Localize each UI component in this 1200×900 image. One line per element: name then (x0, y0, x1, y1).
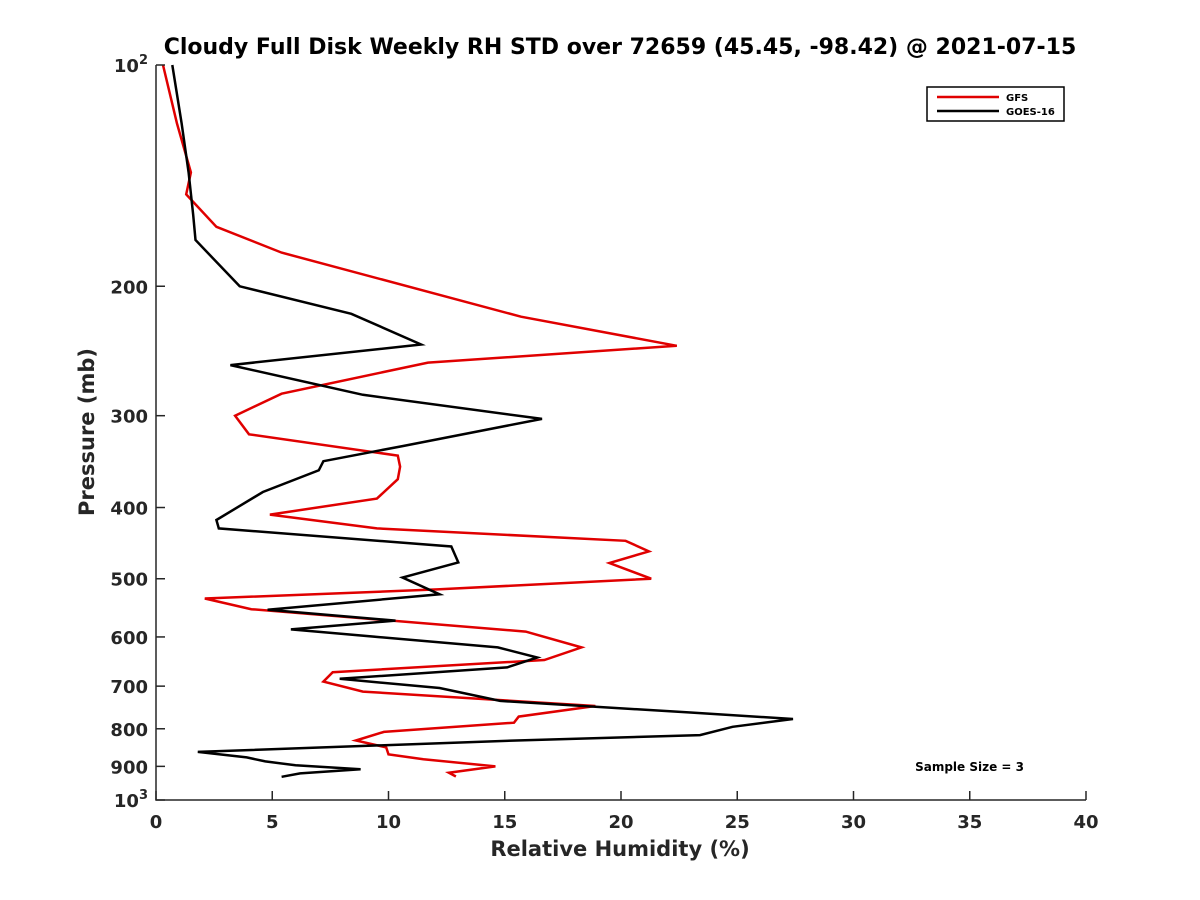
x-tick-label: 30 (841, 812, 866, 833)
x-axis-ticks: 0 5 10 15 20 25 30 35 40 (150, 791, 1099, 833)
y-tick-label: 800 (110, 720, 148, 741)
y-tick-label-base: 400 (110, 499, 148, 520)
y-tick-label: 400 (110, 499, 148, 520)
y-tick-label-base: 600 (110, 628, 148, 649)
chart-title: Cloudy Full Disk Weekly RH STD over 7265… (164, 35, 1077, 60)
y-tick-label: 600 (110, 628, 148, 649)
y-tick-label-exponent: 2 (139, 53, 148, 68)
y-tick-label: 700 (110, 677, 148, 698)
y-tick-label: 500 (110, 570, 148, 591)
y-axis-label: Pressure (mb) (75, 348, 99, 516)
sample-size-annotation: Sample Size = 3 (915, 760, 1024, 774)
legend-label: GFS (1006, 93, 1028, 104)
series-line-gfs (161, 64, 678, 778)
x-tick-label: 20 (608, 812, 633, 833)
y-tick-label: 900 (110, 757, 148, 778)
y-tick-label-base: 200 (110, 277, 148, 298)
series-line-goes-16 (171, 64, 794, 779)
y-tick-label-exponent: 3 (139, 788, 148, 803)
x-tick-label: 25 (725, 812, 750, 833)
y-tick-label-base: 800 (110, 720, 148, 741)
x-tick-label: 10 (376, 812, 401, 833)
y-tick-label: 102 (114, 53, 148, 77)
x-tick-label: 40 (1073, 812, 1098, 833)
y-tick-label: 200 (110, 277, 148, 298)
x-tick-label: 0 (150, 812, 163, 833)
y-tick-label: 300 (110, 407, 148, 428)
y-tick-label-base: 500 (110, 570, 148, 591)
legend-label: GOES-16 (1006, 107, 1055, 118)
legend: GFS GOES-16 (926, 86, 1065, 122)
x-tick-label: 35 (957, 812, 982, 833)
legend-box (926, 86, 1065, 122)
y-tick-label: 103 (114, 788, 148, 812)
y-tick-label-base: 900 (110, 757, 148, 778)
x-tick-label: 15 (492, 812, 517, 833)
y-tick-label-base: 700 (110, 677, 148, 698)
y-tick-label-base: 10 (114, 56, 139, 77)
x-tick-label: 5 (266, 812, 279, 833)
y-tick-label-base: 300 (110, 407, 148, 428)
x-axis-label: Relative Humidity (%) (490, 837, 749, 861)
series-layer (161, 64, 794, 779)
y-tick-label-base: 10 (114, 791, 139, 812)
